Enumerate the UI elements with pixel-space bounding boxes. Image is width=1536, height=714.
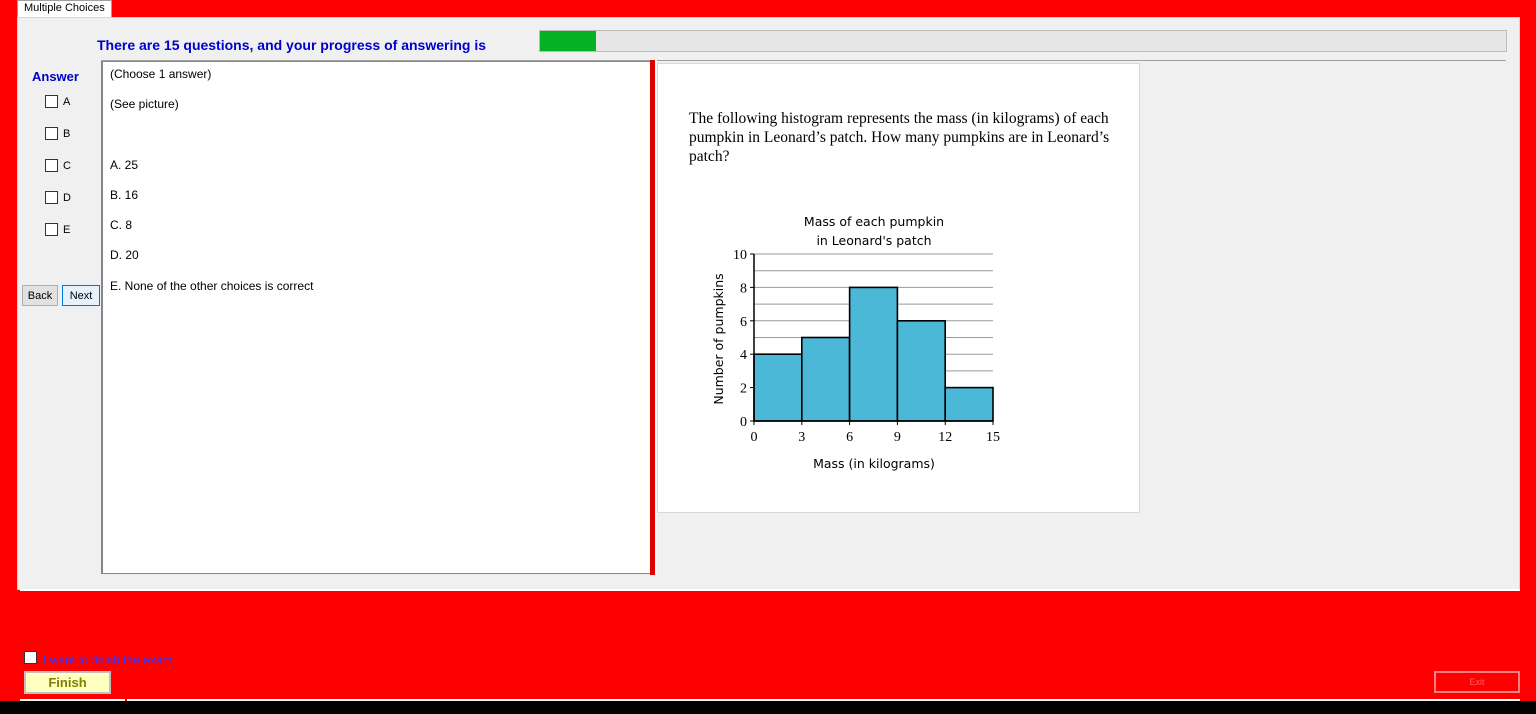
y-tick-label: 2 — [740, 382, 747, 397]
divider — [127, 699, 1520, 701]
see-picture-text: (See picture) — [110, 97, 179, 111]
y-tick-label: 4 — [740, 348, 747, 363]
tab-multiple-choices[interactable]: Multiple Choices — [17, 0, 112, 17]
choices-textbox[interactable]: (Choose 1 answer) (See picture) A. 25 B.… — [101, 61, 651, 574]
taskbar — [0, 701, 1536, 714]
option-label: E — [63, 223, 71, 236]
histogram-bar — [801, 336, 851, 422]
x-tick-label: 15 — [986, 430, 1000, 445]
choice-a: A. 25 — [110, 158, 139, 172]
x-tick-label: 0 — [751, 430, 758, 445]
option-label: D — [63, 191, 71, 204]
chart-title: Mass of each pumpkin — [804, 214, 944, 229]
option-label: C — [63, 159, 71, 172]
x-tick-label: 9 — [894, 430, 901, 445]
x-tick-label: 12 — [938, 430, 952, 445]
histogram-bar — [944, 386, 994, 422]
answer-option-d[interactable]: D — [45, 191, 71, 204]
histogram-chart: 0 2 4 6 8 10 0 3 6 9 12 15 Mass of each pumpkin in Le… — [711, 214, 1000, 471]
divider — [655, 60, 657, 575]
histogram-bar — [848, 286, 899, 422]
choice-d: D. 20 — [110, 248, 139, 262]
checkbox[interactable] — [45, 191, 58, 204]
choice-instruction: (Choose 1 answer) — [110, 67, 212, 81]
finish-button[interactable]: Finish — [24, 671, 111, 694]
progress-label: There are 15 questions, and your progres… — [97, 37, 486, 53]
divider — [20, 699, 125, 701]
progress-bar — [539, 30, 1507, 52]
option-label: B — [63, 127, 71, 140]
chart-title: in Leonard's patch — [816, 233, 931, 248]
answer-option-c[interactable]: C — [45, 159, 71, 172]
checkbox[interactable] — [45, 159, 58, 172]
y-tick-label: 0 — [740, 415, 747, 430]
histogram-bar — [896, 319, 946, 422]
y-tick-label: 6 — [740, 315, 747, 330]
y-tick-label: 10 — [733, 248, 747, 263]
question-panel: There are 15 questions, and your progres… — [17, 17, 1520, 590]
finish-exam-label[interactable]: I want to finish the exam — [43, 653, 173, 667]
next-button[interactable]: Next — [62, 285, 100, 306]
checkbox[interactable] — [45, 127, 58, 140]
answer-heading: Answer — [32, 69, 79, 84]
histogram-bar — [753, 353, 803, 422]
x-axis-label: Mass (in kilograms) — [813, 456, 935, 471]
divider — [20, 589, 1520, 591]
question-picture: The following histogram represents the m… — [657, 63, 1140, 513]
x-tick-label: 6 — [846, 430, 853, 445]
exit-button[interactable]: Exit — [1434, 671, 1520, 693]
question-text: The following histogram represents the m… — [689, 110, 1110, 165]
option-label: A — [63, 95, 71, 108]
choice-b: B. 16 — [110, 188, 139, 202]
y-axis-label: Number of pumpkins — [711, 273, 726, 404]
divider — [101, 60, 1506, 61]
choice-e: E. None of the other choices is correct — [110, 279, 314, 293]
choice-c: C. 8 — [110, 218, 133, 232]
checkbox[interactable] — [45, 95, 58, 108]
y-tick-label: 8 — [740, 281, 747, 296]
answer-option-a[interactable]: A — [45, 95, 70, 108]
answer-option-b[interactable]: B — [45, 127, 70, 140]
progress-fill — [540, 31, 597, 51]
back-button[interactable]: Back — [22, 285, 58, 306]
splitter-bar[interactable] — [650, 60, 655, 575]
checkbox[interactable] — [45, 223, 58, 236]
x-tick-label: 3 — [798, 430, 805, 445]
answer-option-e[interactable]: E — [45, 223, 70, 236]
finish-exam-checkbox[interactable] — [24, 651, 37, 664]
